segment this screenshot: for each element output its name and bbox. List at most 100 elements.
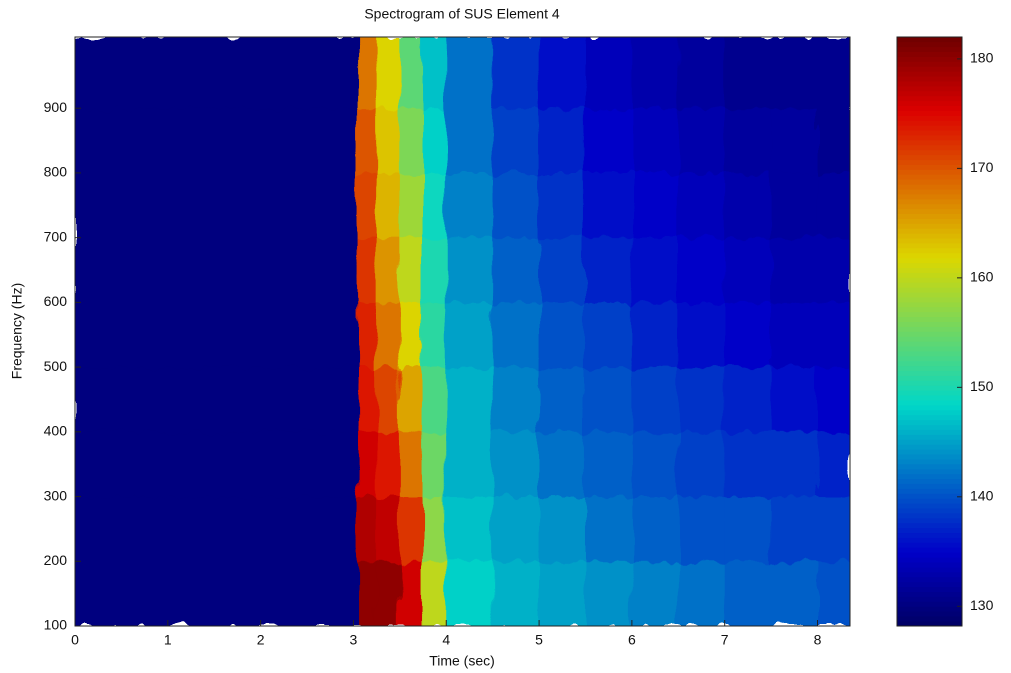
colorbar-swatch bbox=[897, 149, 962, 156]
heatmap-cell bbox=[422, 496, 447, 562]
heatmap-cell bbox=[538, 37, 586, 109]
heatmap-cell bbox=[584, 560, 633, 626]
x-tick-label: 6 bbox=[628, 632, 636, 648]
heatmap-cell bbox=[445, 107, 494, 174]
colorbar-swatch bbox=[897, 537, 962, 543]
heatmap-cell bbox=[538, 366, 586, 433]
colorbar-swatch bbox=[897, 242, 962, 249]
heatmap-cell bbox=[724, 237, 772, 303]
colorbar-swatch bbox=[897, 341, 962, 347]
heatmap-cell bbox=[677, 37, 726, 109]
colorbar bbox=[897, 36, 962, 627]
colorbar-swatch bbox=[897, 316, 962, 322]
colorbar-tick-label: 160 bbox=[970, 269, 994, 285]
colorbar-swatch bbox=[897, 424, 962, 430]
heatmap-cell bbox=[817, 496, 850, 562]
heatmap-cell bbox=[445, 560, 494, 626]
colorbar-swatch bbox=[897, 350, 962, 357]
heatmap-cell bbox=[817, 560, 850, 626]
y-tick-label: 500 bbox=[44, 358, 68, 374]
colorbar-swatch bbox=[897, 409, 962, 416]
colorbar-swatch bbox=[897, 414, 962, 421]
heatmap-cell bbox=[399, 237, 424, 303]
heatmap-cell bbox=[492, 107, 540, 174]
heatmap-cell bbox=[399, 366, 424, 433]
heatmap-cell bbox=[445, 496, 494, 562]
heatmap-cell bbox=[376, 107, 401, 174]
colorbar-swatch bbox=[897, 326, 962, 332]
heatmap-cell bbox=[422, 366, 447, 433]
heatmap-cell bbox=[631, 301, 679, 368]
heatmap-cell bbox=[399, 107, 424, 174]
colorbar-swatch bbox=[897, 306, 962, 313]
heatmap-cell bbox=[584, 366, 633, 433]
heatmap-cell bbox=[75, 431, 359, 498]
colorbar-swatch bbox=[897, 360, 962, 367]
heatmap-cell bbox=[357, 496, 378, 562]
heatmap-cell bbox=[538, 496, 586, 562]
x-tick-label: 2 bbox=[257, 632, 265, 648]
colorbar-swatch bbox=[897, 404, 962, 411]
colorbar-swatch bbox=[897, 272, 962, 278]
heatmap-cell bbox=[724, 431, 772, 498]
x-tick-label: 1 bbox=[164, 632, 172, 648]
heatmap-cell bbox=[376, 431, 401, 498]
colorbar-swatch bbox=[897, 71, 962, 77]
colorbar-swatch bbox=[897, 164, 962, 170]
x-tick-label: 0 bbox=[71, 632, 79, 648]
heatmap-cell bbox=[376, 237, 401, 303]
heatmap-cell bbox=[399, 496, 424, 562]
heatmap-cell bbox=[376, 560, 401, 626]
colorbar-swatch bbox=[897, 56, 962, 62]
colorbar-swatch bbox=[897, 208, 962, 214]
colorbar-swatch bbox=[897, 257, 962, 264]
colorbar-swatch bbox=[897, 321, 962, 327]
heatmap-cell bbox=[631, 237, 679, 303]
heatmap-cell bbox=[492, 301, 540, 368]
colorbar-swatch bbox=[897, 556, 962, 563]
heatmap-cell bbox=[631, 496, 679, 562]
heatmap-cell bbox=[399, 37, 424, 109]
colorbar-swatch bbox=[897, 277, 962, 283]
colorbar-swatch bbox=[897, 375, 962, 381]
colorbar-swatch bbox=[897, 601, 962, 607]
heatmap-cell bbox=[376, 496, 401, 562]
heatmap-cell bbox=[770, 560, 819, 626]
heatmap-cell bbox=[75, 172, 359, 239]
colorbar-swatch bbox=[897, 237, 962, 244]
colorbar-swatch bbox=[897, 620, 962, 627]
colorbar-swatch bbox=[897, 198, 962, 205]
colorbar-swatch bbox=[897, 399, 962, 406]
heatmap-cell bbox=[357, 172, 378, 239]
heatmap-cell bbox=[631, 366, 679, 433]
heatmap-cell bbox=[357, 237, 378, 303]
colorbar-swatch bbox=[897, 532, 962, 538]
heatmap-cell bbox=[492, 366, 540, 433]
y-tick-label: 800 bbox=[44, 164, 68, 180]
colorbar-tick-label: 150 bbox=[970, 378, 994, 394]
colorbar-swatch bbox=[897, 439, 962, 445]
colorbar-swatch bbox=[897, 615, 962, 622]
colorbar-swatch bbox=[897, 129, 962, 136]
heatmap-cell bbox=[584, 172, 633, 239]
heatmap-cell bbox=[584, 37, 633, 109]
colorbar-swatch bbox=[897, 218, 962, 224]
heatmap-cell bbox=[770, 237, 819, 303]
heatmap-cell bbox=[817, 366, 850, 433]
heatmap-cell bbox=[677, 301, 726, 368]
colorbar-swatch bbox=[897, 473, 962, 480]
heatmap-cell bbox=[376, 172, 401, 239]
x-tick-label: 7 bbox=[721, 632, 729, 648]
colorbar-swatch bbox=[897, 179, 962, 185]
y-tick-label: 300 bbox=[44, 487, 68, 503]
heatmap bbox=[75, 37, 850, 626]
x-tick-label: 5 bbox=[535, 632, 543, 648]
chart-title: Spectrogram of SUS Element 4 bbox=[364, 6, 560, 22]
colorbar-tick-label: 180 bbox=[970, 50, 994, 66]
heatmap-cell bbox=[631, 37, 679, 109]
colorbar-swatch bbox=[897, 606, 962, 612]
colorbar-swatch bbox=[897, 90, 962, 97]
heatmap-cell bbox=[422, 560, 447, 626]
y-tick-label: 700 bbox=[44, 228, 68, 244]
heatmap-cell bbox=[75, 560, 359, 626]
